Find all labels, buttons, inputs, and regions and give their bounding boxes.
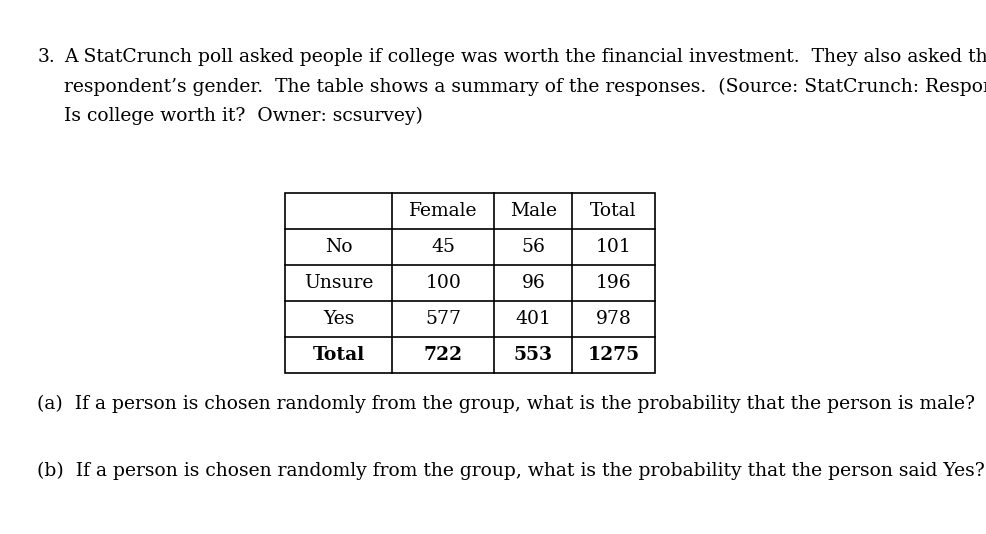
Text: 577: 577 [425, 310, 461, 328]
Text: Is college worth it?  Owner: scsurvey): Is college worth it? Owner: scsurvey) [64, 107, 423, 125]
Text: No: No [324, 238, 352, 256]
Text: 401: 401 [516, 310, 551, 328]
Text: Unsure: Unsure [304, 274, 374, 292]
Text: (b)  If a person is chosen randomly from the group, what is the probability that: (b) If a person is chosen randomly from … [37, 462, 985, 480]
Text: 3.: 3. [37, 48, 55, 66]
Text: 978: 978 [596, 310, 632, 328]
Text: Yes: Yes [322, 310, 354, 328]
Text: 45: 45 [431, 238, 456, 256]
Text: Total: Total [313, 346, 365, 364]
Text: 196: 196 [596, 274, 631, 292]
Text: 101: 101 [596, 238, 631, 256]
Text: A StatCrunch poll asked people if college was worth the financial investment.  T: A StatCrunch poll asked people if colleg… [64, 48, 986, 66]
Text: Male: Male [510, 202, 557, 220]
Text: 1275: 1275 [588, 346, 640, 364]
Text: 96: 96 [522, 274, 545, 292]
Text: 722: 722 [424, 346, 462, 364]
Text: Female: Female [409, 202, 477, 220]
Text: 553: 553 [514, 346, 553, 364]
Text: Total: Total [591, 202, 637, 220]
Text: 56: 56 [522, 238, 545, 256]
Text: respondent’s gender.  The table shows a summary of the responses.  (Source: Stat: respondent’s gender. The table shows a s… [64, 77, 986, 96]
Text: (a)  If a person is chosen randomly from the group, what is the probability that: (a) If a person is chosen randomly from … [37, 395, 975, 413]
Text: 100: 100 [425, 274, 461, 292]
